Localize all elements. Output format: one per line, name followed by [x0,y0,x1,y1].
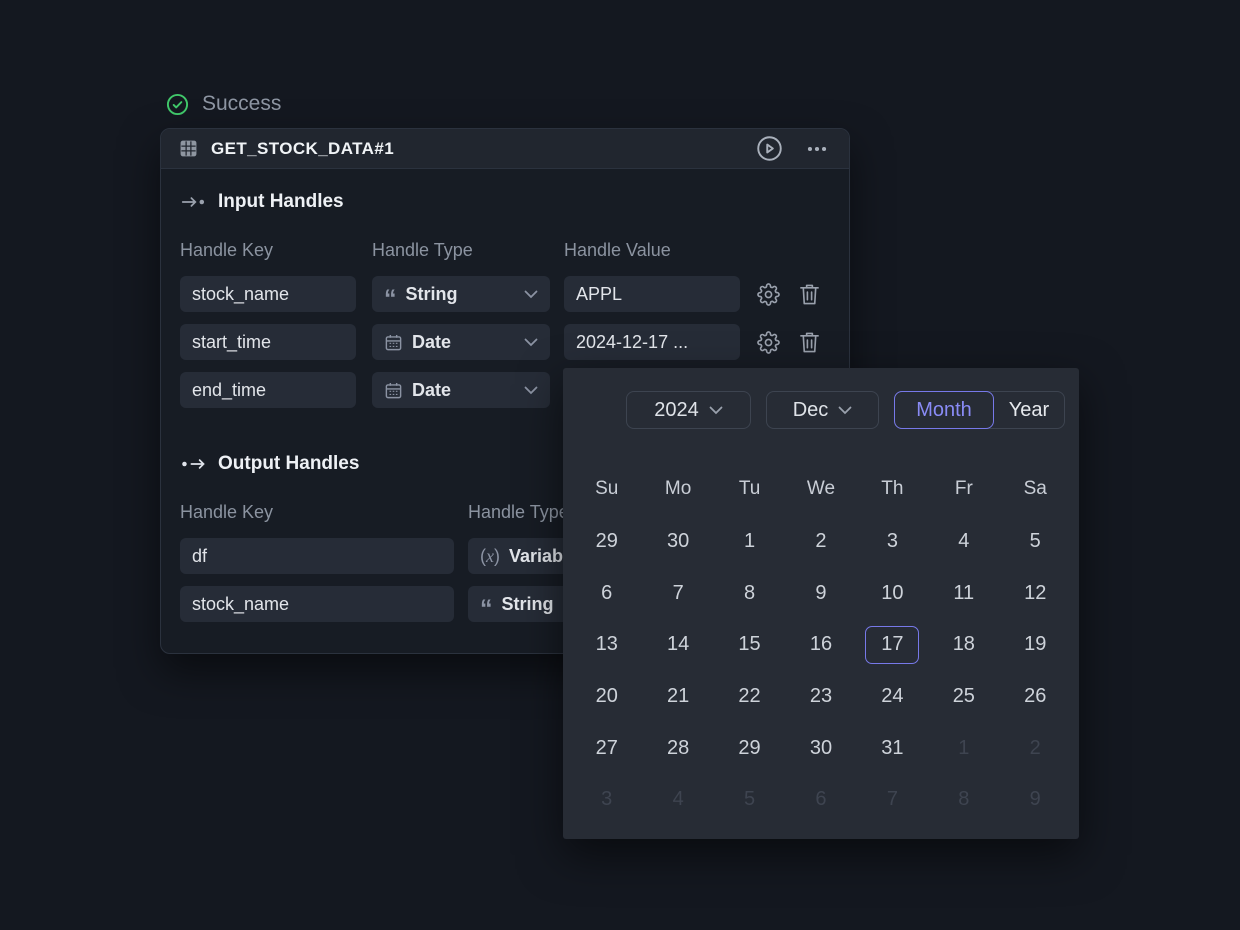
calendar-day[interactable]: 10 [881,581,904,604]
year-select[interactable]: 2024 [626,391,751,429]
handle-value-input[interactable]: APPL [564,276,740,312]
calendar-day[interactable]: 23 [809,685,833,708]
calendar-day[interactable]: 20 [595,685,618,708]
calendar-day[interactable]: 6 [601,581,613,604]
calendar-day[interactable]: 15 [738,633,761,656]
weekday-label: Fr [954,478,973,499]
calendar-day[interactable]: 21 [667,685,690,708]
chevron-down-icon [709,406,723,415]
arrow-to-dot-icon [181,193,207,211]
table-icon [179,139,198,158]
weekday-label: Th [881,478,904,499]
calendar-day[interactable]: 5 [743,788,756,811]
trash-icon[interactable] [799,331,820,354]
node-titlebar: GET_STOCK_DATA#1 [161,129,849,169]
chevron-down-icon [524,338,538,347]
check-circle-icon [166,93,189,116]
calendar-day[interactable]: 7 [886,788,898,811]
calendar-day[interactable]: 27 [595,736,618,759]
month-select[interactable]: Dec [766,391,879,429]
calendar-day[interactable]: 30 [667,530,690,553]
calendar-day[interactable]: 31 [881,736,904,759]
calendar-day[interactable]: 16 [809,633,833,656]
calendar-day[interactable]: 3 [601,788,613,811]
weekday-label: We [806,478,836,499]
calendar-day[interactable]: 13 [595,633,618,656]
calendar-day[interactable]: 1 [743,530,756,553]
calendar-day[interactable]: 25 [952,685,975,708]
column-header-handle-type: Handle Type [468,502,569,522]
chevron-down-icon [524,386,538,395]
handle-key-input[interactable]: end_time [180,372,356,408]
handle-type-select[interactable]: Date [372,324,550,360]
quote-icon: “ [384,285,397,313]
calendar-day[interactable]: 6 [815,788,827,811]
ellipsis-icon[interactable] [803,135,831,163]
calendar-day[interactable]: 7 [672,581,684,604]
calendar-day[interactable]: 19 [1024,633,1047,656]
output-handles-heading: Output Handles [181,453,359,475]
input-handles-heading: Input Handles [181,191,344,213]
handle-key-input[interactable]: stock_name [180,276,356,312]
calendar-days-grid: 29 30 1 2 3 4 5 6 7 8 9 10 11 12 13 14 15 16 17 18 19 20 21 22 2… [571,516,1071,826]
calendar-day[interactable]: 5 [1029,530,1041,553]
node-title: GET_STOCK_DATA#1 [211,138,395,158]
trash-icon[interactable] [799,283,820,306]
column-header-handle-key: Handle Key [180,240,274,260]
handle-value-input[interactable]: 2024-12-17 ... [564,324,740,360]
chevron-down-icon [524,290,538,299]
status-badge: Success [166,92,281,116]
calendar-day[interactable]: 3 [886,530,898,553]
handle-key-input[interactable]: stock_name [180,586,454,622]
calendar-day[interactable]: 2 [815,530,827,553]
gear-icon[interactable] [757,331,780,354]
calendar-day[interactable]: 28 [667,736,690,759]
variable-icon: (x) [480,545,500,566]
column-header-handle-key: Handle Key [180,502,274,522]
weekday-label: Su [595,478,619,499]
date-picker-popup: 2024 Dec Month Year Su Mo Tu We Th Fr Sa 29 30 1… [563,368,1079,839]
calendar-day[interactable]: 18 [952,633,975,656]
gear-icon[interactable] [757,283,780,306]
handle-type-select[interactable]: “ String [372,276,550,312]
play-circle-icon[interactable] [755,135,783,163]
calendar-day[interactable]: 2 [1029,736,1041,759]
calendar-icon [384,333,403,352]
view-toggle: Month Year [894,391,1065,429]
calendar-day[interactable]: 26 [1024,685,1047,708]
chevron-down-icon [838,406,852,415]
calendar-day[interactable]: 8 [743,581,756,604]
calendar-day[interactable]: 22 [738,685,761,708]
handle-key-input[interactable]: start_time [180,324,356,360]
calendar-day[interactable]: 9 [1029,788,1041,811]
calendar-day[interactable]: 14 [667,633,690,656]
calendar-day[interactable]: 30 [809,736,833,759]
weekday-label: Mo [664,478,692,499]
calendar-weekdays: Su Mo Tu We Th Fr Sa [571,471,1071,507]
calendar-day[interactable]: 4 [672,788,684,811]
handle-type-select[interactable]: Date [372,372,550,408]
view-toggle-month[interactable]: Month [894,391,994,429]
calendar-day[interactable]: 9 [815,581,827,604]
calendar-day[interactable]: 12 [1024,581,1047,604]
calendar-day[interactable]: 4 [958,530,970,553]
calendar-icon [384,381,403,400]
calendar-day[interactable]: 29 [738,736,761,759]
calendar-day[interactable]: 29 [595,530,618,553]
column-header-handle-type: Handle Type [372,240,473,260]
status-label: Success [202,92,282,115]
weekday-label: Tu [738,478,761,499]
dot-to-arrow-icon [181,455,207,473]
calendar-day[interactable]: 1 [958,736,970,759]
weekday-label: Sa [1023,478,1047,499]
calendar-day[interactable]: 8 [958,788,970,811]
calendar-day-selected[interactable]: 17 [865,625,920,664]
calendar-day[interactable]: 11 [953,581,975,604]
quote-icon: “ [480,595,493,622]
calendar-day[interactable]: 24 [881,685,904,708]
view-toggle-year[interactable]: Year [1008,398,1050,421]
column-header-handle-value: Handle Value [564,240,671,260]
handle-key-input[interactable]: df [180,538,454,574]
